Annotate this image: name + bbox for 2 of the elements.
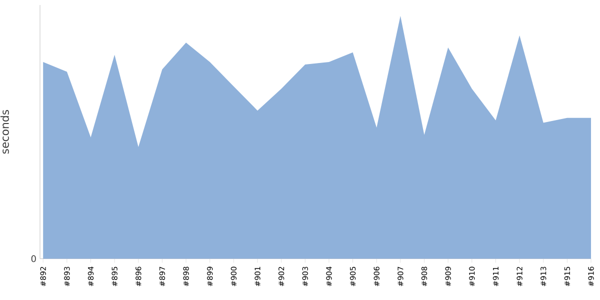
y-axis-title: seconds (0, 110, 9, 154)
text: 0 (31, 255, 36, 262)
